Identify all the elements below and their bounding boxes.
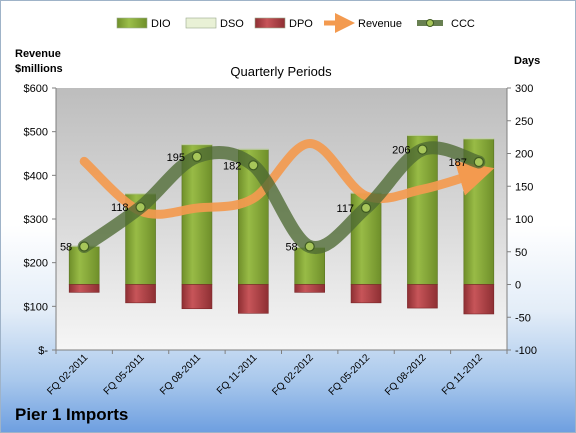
data-labels: 58 118 195 182 58 117 206 187 — [60, 145, 467, 254]
left-tick-label: $200 — [24, 258, 48, 270]
left-tick-label: $100 — [24, 301, 48, 313]
left-axis-title-line2: $millions — [15, 63, 63, 75]
legend-item-dio: DIO — [116, 17, 171, 30]
ccc-data-label: 58 — [60, 242, 72, 254]
right-tick-label: 100 — [515, 214, 533, 226]
ccc-data-label: 118 — [111, 202, 129, 214]
ccc-marker — [191, 151, 203, 162]
legend-label-dso: DSO — [220, 18, 244, 30]
right-tick-label: 50 — [515, 247, 527, 259]
dpo-bar — [68, 284, 100, 293]
ccc-marker — [360, 202, 372, 213]
company-name: Pier 1 Imports — [15, 405, 129, 424]
left-tick-label: $500 — [24, 127, 48, 139]
legend-label-dpo: DPO — [289, 18, 313, 30]
legend-item-ccc: CCC — [417, 18, 475, 30]
legend-label-ccc: CCC — [451, 18, 475, 30]
x-tick-label: FQ 08-2012 — [383, 352, 429, 398]
dso-bar — [463, 138, 495, 140]
x-tick-label: FQ 08-2011 — [158, 352, 203, 397]
ccc-data-label: 58 — [285, 242, 297, 254]
right-tick-label: -100 — [515, 345, 537, 357]
legend-swatch-ccc — [426, 19, 434, 27]
dso-bar — [407, 134, 438, 137]
dpo-bar — [181, 284, 213, 310]
x-tick-label: FQ 11-2012 — [440, 352, 485, 397]
ccc-marker — [135, 202, 146, 213]
legend-item-revenue: Revenue — [324, 13, 402, 33]
legend-label-revenue: Revenue — [358, 18, 402, 30]
ccc-data-label: 187 — [448, 157, 466, 169]
left-tick-label: $600 — [24, 83, 48, 95]
dpo-bar — [238, 284, 269, 314]
left-tick-label: $300 — [24, 214, 48, 226]
right-tick-label: 300 — [515, 83, 533, 95]
legend-swatch-dio — [116, 17, 148, 29]
x-tick-label: FQ 05-2012 — [327, 352, 373, 398]
ccc-line — [77, 141, 486, 254]
right-tick-label: 200 — [515, 149, 533, 161]
ccc-marker — [248, 160, 259, 171]
lines — [77, 138, 495, 254]
ccc-data-label: 195 — [167, 152, 185, 164]
legend-item-dso: DSO — [185, 17, 244, 30]
x-tick-label: FQ 11-2011 — [215, 352, 260, 397]
legend: DIO DSO DPO Revenue CCC — [116, 13, 475, 33]
right-tick-label: 250 — [515, 116, 533, 128]
right-tick-label: 0 — [515, 280, 521, 292]
legend-label-dio: DIO — [151, 18, 171, 30]
dpo-bar — [463, 284, 495, 315]
ccc-data-label: 117 — [337, 203, 355, 215]
right-tick-label: -50 — [515, 312, 531, 324]
ccc-marker — [417, 144, 428, 155]
ccc-marker — [79, 241, 90, 252]
left-tick-label: $- — [38, 345, 48, 357]
left-axis-title-line1: Revenue — [15, 48, 61, 60]
legend-item-dpo: DPO — [254, 17, 313, 30]
legend-swatch-dpo — [254, 17, 286, 29]
dpo-bar — [407, 284, 438, 309]
dpo-bar — [350, 284, 382, 304]
ccc-marker — [473, 156, 484, 168]
ccc-marker — [304, 241, 315, 252]
chart-subtitle: Quarterly Periods — [230, 64, 332, 79]
ccc-data-label: 206 — [392, 145, 410, 157]
dso-bar — [181, 144, 213, 146]
legend-swatch-dso — [185, 17, 217, 29]
right-axis-title: Days — [514, 55, 540, 67]
dso-bar — [238, 148, 269, 150]
left-tick-label: $400 — [24, 170, 48, 182]
right-tick-label: 150 — [515, 181, 533, 193]
x-tick-label: FQ 05-2011 — [102, 352, 147, 397]
x-tick-label: FQ 02-2011 — [45, 352, 90, 397]
x-tick-label: FQ 02-2012 — [270, 352, 316, 398]
ccc-data-label: 182 — [223, 160, 241, 172]
dio-bar — [294, 247, 325, 285]
dpo-bar — [294, 284, 325, 293]
dpo-bar — [125, 284, 156, 304]
